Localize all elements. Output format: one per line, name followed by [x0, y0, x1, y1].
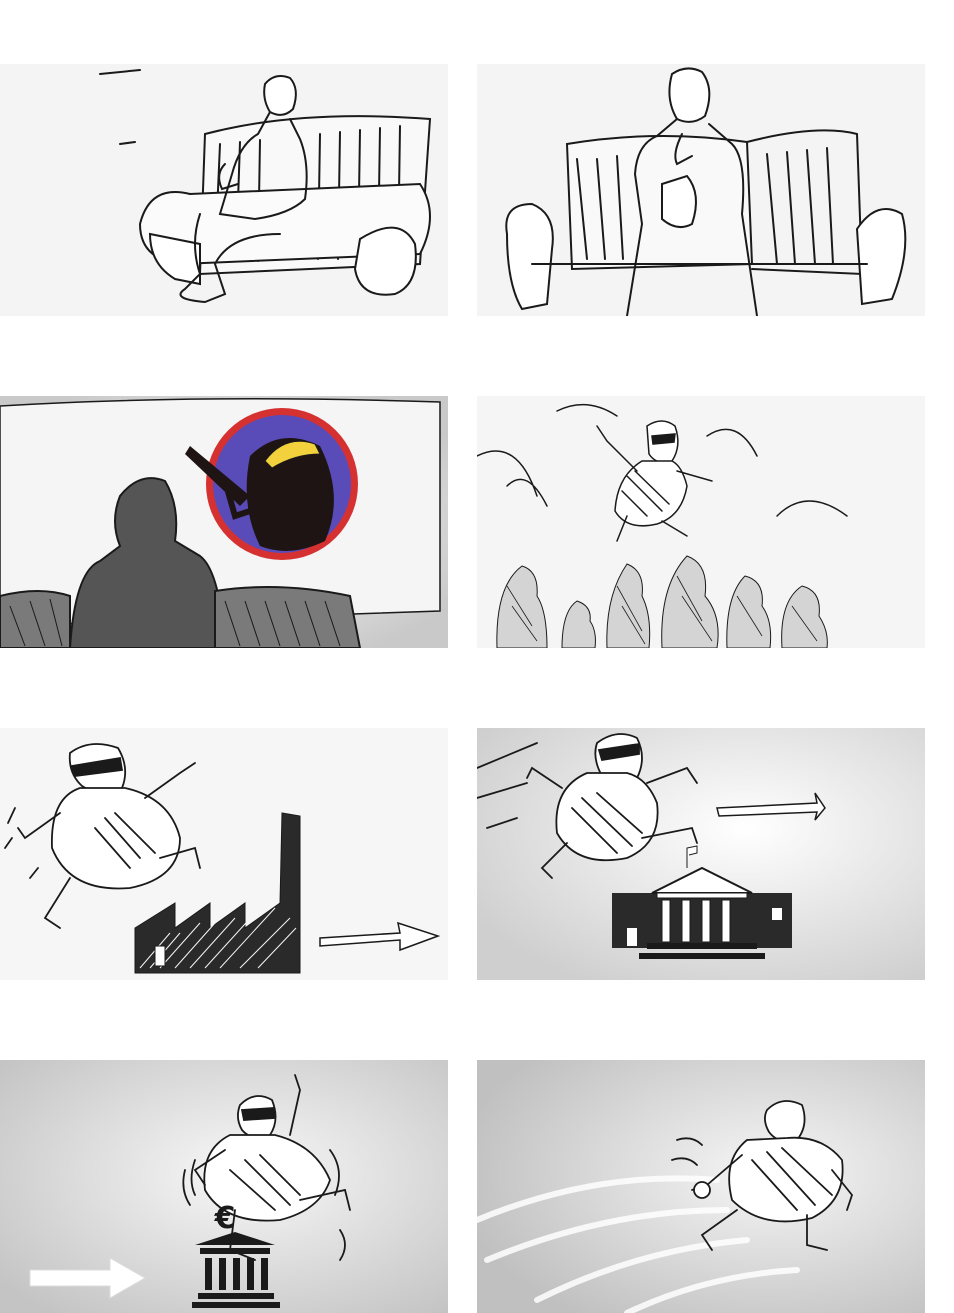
- storyboard-panel-7: €: [0, 1060, 448, 1313]
- storyboard-panel-4: [477, 396, 925, 648]
- burglar-over-bank-icon: [477, 728, 925, 980]
- burglar-running-icon: [477, 1060, 925, 1313]
- storyboard-panel-2: [477, 64, 925, 316]
- storyboard-panel-3: [0, 396, 448, 648]
- euro-sign: €: [214, 1201, 236, 1236]
- storyboard-panel-5: [0, 728, 448, 980]
- man-eating-on-sofa-icon: [505, 67, 907, 316]
- storyboard-panel-1: [0, 64, 448, 316]
- burglar-over-factory-icon: [4, 743, 441, 974]
- storyboard-panel-6: [477, 728, 925, 980]
- man-on-sofa-icon: [99, 69, 432, 304]
- burglar-jumping-over-crowd-icon: [477, 403, 848, 648]
- burglar-over-euro-bank-icon: €: [0, 1060, 448, 1313]
- storyboard-panel-8: [477, 1060, 925, 1313]
- viewer-watching-screen-icon: [0, 396, 448, 648]
